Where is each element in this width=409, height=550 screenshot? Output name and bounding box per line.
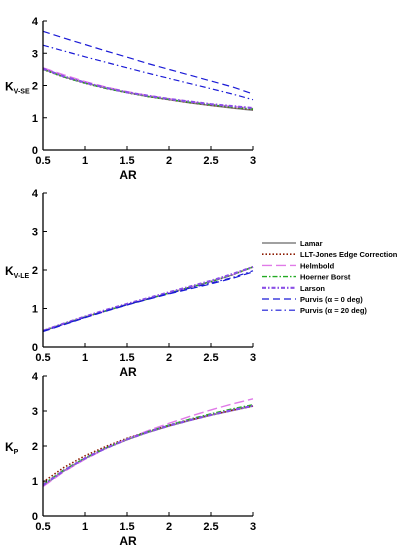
y-axis-label: KV-LE	[5, 264, 30, 280]
x-tick-label: 3	[250, 352, 256, 364]
series-line-7	[42, 44, 254, 101]
x-tick-label: 0.5	[35, 521, 50, 533]
legend-label: Purvis (α = 20 deg)	[300, 306, 367, 315]
y-axis-label-sub: V-SE	[14, 89, 30, 96]
legend-label: Purvis (α = 0 deg)	[300, 295, 363, 304]
y-axis-label-main: K	[5, 440, 14, 454]
y-axis-label-sub: V-LE	[14, 273, 30, 280]
series-line-1	[42, 405, 254, 487]
y-tick-label: 2	[32, 81, 38, 93]
series-line-3	[42, 67, 254, 110]
legend-label: Helmbold	[300, 261, 335, 270]
x-tick-label: 1	[82, 352, 88, 364]
series-line-4	[42, 68, 254, 110]
x-tick-label: 0.5	[35, 155, 50, 167]
legend-label: Larson	[300, 284, 325, 293]
series-line-5	[42, 265, 254, 332]
x-tick-label: 1.5	[119, 352, 134, 364]
series-line-2	[42, 68, 254, 111]
y-tick-label: 0	[32, 342, 38, 354]
x-tick-label: 2.5	[203, 521, 218, 533]
legend-item: Purvis (α = 0 deg)	[262, 295, 363, 304]
legend-item: Larson	[262, 284, 325, 293]
series-line-2	[42, 405, 254, 483]
y-tick-label: 1	[32, 113, 38, 125]
y-axis-label-main: K	[5, 264, 14, 278]
x-tick-label: 1	[82, 521, 88, 533]
y-axis-label-sub: P	[14, 449, 19, 456]
series-line-7	[42, 270, 254, 332]
x-tick-label: 1.5	[119, 155, 134, 167]
legend-item: Purvis (α = 20 deg)	[262, 306, 367, 315]
y-tick-label: 2	[32, 441, 38, 453]
legend-item: Helmbold	[262, 261, 335, 270]
chart-panel-2: 0.5 1 1.5 2 2.5 3 0 1 2 3 4 AR KV-LE	[5, 188, 256, 379]
x-tick-label: 2.5	[203, 352, 218, 364]
y-tick-label: 4	[32, 371, 39, 383]
series-line-5	[42, 67, 254, 110]
y-axis-label-main: K	[5, 80, 14, 94]
legend-item: Hoerner Borst	[262, 273, 351, 282]
x-tick-label: 3	[250, 521, 256, 533]
x-axis-label: AR	[119, 534, 137, 548]
x-tick-label: 0.5	[35, 352, 50, 364]
x-tick-label: 2	[166, 521, 172, 533]
y-tick-label: 4	[32, 16, 39, 28]
legend-label: Hoerner Borst	[300, 273, 351, 282]
series-line-4	[42, 404, 254, 486]
legend-label: Lamar	[300, 239, 323, 248]
x-tick-label: 3	[250, 155, 256, 167]
y-tick-label: 3	[32, 227, 38, 239]
y-tick-label: 2	[32, 265, 38, 277]
legend: Lamar LLT-Jones Edge Correction Helmbold Ho…	[262, 239, 398, 315]
legend-item: LLT-Jones Edge Correction	[262, 250, 398, 259]
legend-item: Lamar	[262, 239, 323, 248]
series-line-5	[42, 404, 254, 487]
legend-label: LLT-Jones Edge Correction	[300, 250, 398, 259]
y-axis-label: KV-SE	[5, 80, 30, 96]
series-line-6	[42, 30, 254, 95]
x-tick-label: 2.5	[203, 155, 218, 167]
y-tick-label: 4	[32, 188, 39, 200]
x-tick-label: 2	[166, 352, 172, 364]
y-tick-label: 0	[32, 145, 38, 157]
x-axis-label: AR	[119, 168, 137, 182]
chart-panel-1: 0.5 1 1.5 2 2.5 3 0 1 2 3 4 AR KV-SE	[5, 16, 256, 182]
y-tick-label: 3	[32, 406, 38, 418]
x-tick-label: 1.5	[119, 521, 134, 533]
y-tick-label: 1	[32, 476, 38, 488]
x-axis-label: AR	[119, 365, 137, 379]
x-tick-label: 2	[166, 155, 172, 167]
y-tick-label: 1	[32, 304, 38, 316]
chart-panel-3: 0.5 1 1.5 2 2.5 3 0 1 2 3 4 AR KP	[5, 371, 256, 548]
x-tick-label: 1	[82, 155, 88, 167]
y-axis-label: KP	[5, 440, 19, 456]
y-tick-label: 3	[32, 48, 38, 60]
y-tick-label: 0	[32, 511, 38, 523]
